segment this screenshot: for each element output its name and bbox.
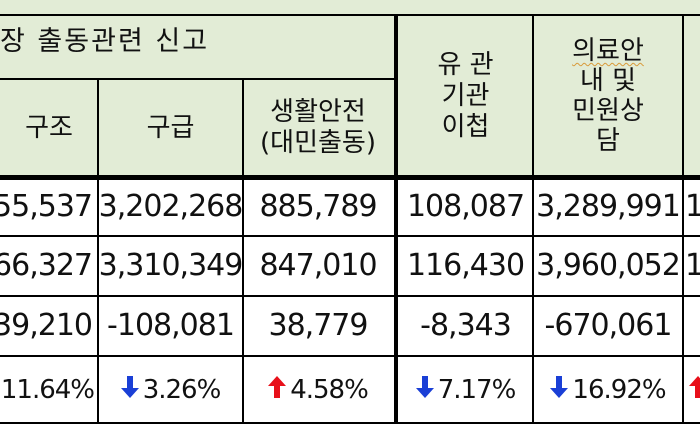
header-saenghwal: 생활안전 (대민출동) <box>243 80 393 176</box>
rate-uiryo-value: 16.92% <box>572 375 666 405</box>
header-uiryo-line2: 내 및 <box>579 66 637 96</box>
row2-gujo: 66,327 <box>0 247 93 283</box>
row1-gujo: 55,537 <box>0 188 93 224</box>
header-saenghwal-line1: 생활안전 <box>270 97 366 127</box>
row2-next: 1 <box>685 247 700 283</box>
rate-saenghwal-value: 4.58% <box>290 375 369 405</box>
header-yugwan-line3: 이첩 <box>441 111 490 142</box>
row2-gugeup: 3,310,349 <box>98 247 244 283</box>
header-uiryo: 의료안 내 및 민원상 담 <box>533 16 683 176</box>
grid-col2-line <box>242 78 244 424</box>
row1-gugeup: 3,202,268 <box>98 188 244 224</box>
header-yugwan-line1: 유 관 <box>437 49 494 80</box>
row1-yugwan: 108,087 <box>406 188 525 224</box>
grid-col3-line <box>394 14 398 424</box>
grid-header-bottom-line <box>0 175 700 180</box>
grid-row1-line <box>0 235 700 237</box>
grid-row2-line <box>0 295 700 297</box>
grid-top-line <box>0 14 700 16</box>
header-gujo: 구조 <box>25 112 73 143</box>
rate-uiryo-arrow-icon <box>550 375 569 405</box>
row1-next: 1 <box>685 188 700 224</box>
grid-col5-line <box>682 14 684 424</box>
row2-saenghwal: 847,010 <box>259 247 377 283</box>
rate-saenghwal: 4.58% <box>243 360 393 420</box>
rate-gugeup-arrow-icon <box>120 375 139 405</box>
header-group-label: 장 출동관련 신고 <box>0 25 210 57</box>
row1-uiryo: 3,289,991 <box>536 188 681 224</box>
grid-col4-line <box>532 14 534 424</box>
header-saenghwal-line2: (대민출동) <box>260 128 376 158</box>
header-uiryo-line1: 의료안 <box>572 36 644 66</box>
header-gugeup: 구급 <box>146 112 195 143</box>
grid-bottom-line <box>0 422 700 424</box>
header-uiryo-line4: 담 <box>596 126 620 156</box>
row2-uiryo: 3,960,052 <box>536 247 681 283</box>
rate-next <box>683 360 700 420</box>
row1-saenghwal: 885,789 <box>259 188 377 224</box>
header-yugwan: 유 관 기관 이첩 <box>398 16 533 176</box>
row3-saenghwal: 38,779 <box>268 307 369 343</box>
grid-subheader-line <box>0 78 398 80</box>
header-yugwan-line2: 기관 <box>441 80 490 111</box>
header-uiryo-line3: 민원상 <box>572 96 644 126</box>
row3-gujo: 39,210 <box>0 307 93 343</box>
rate-gugeup: 3.26% <box>98 360 243 420</box>
grid-col1-line <box>97 78 99 424</box>
rate-gugeup-value: 3.26% <box>142 375 222 405</box>
rate-saenghwal-arrow-icon <box>268 375 287 405</box>
rate-yugwan-value: 7.17% <box>437 375 517 405</box>
header-background <box>0 0 700 176</box>
row3-uiryo: -670,061 <box>544 307 673 343</box>
rate-next-arrow-icon <box>689 375 700 405</box>
rate-yugwan-arrow-icon <box>415 375 434 405</box>
rate-uiryo: 16.92% <box>533 360 683 420</box>
rate-gujo-value: 11.64% <box>0 375 95 405</box>
row3-yugwan: -8,343 <box>420 307 512 343</box>
rate-gujo: 11.64% <box>0 360 98 420</box>
row3-gugeup: -108,081 <box>107 307 235 343</box>
grid-row3-line <box>0 355 700 357</box>
rate-yugwan: 7.17% <box>398 360 533 420</box>
row2-yugwan: 116,430 <box>406 247 525 283</box>
